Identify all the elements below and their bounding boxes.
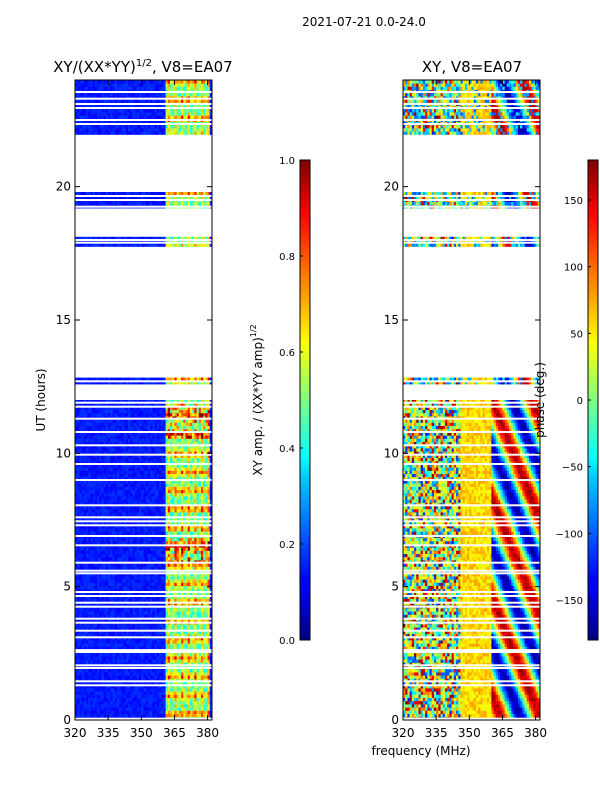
- colorbar-tick-label: −150: [556, 596, 583, 607]
- y-tick-label: 0: [391, 713, 399, 727]
- colorbar-tick-label: 1.0: [279, 156, 295, 167]
- amplitude-colorbar-ticks: 0.0 0.2 0.4 0.6 0.8 1.0: [279, 156, 303, 647]
- phase-plot-frame: [402, 79, 541, 721]
- x-tick-label: 320: [64, 726, 87, 740]
- colorbar-tick-label: 0.4: [279, 444, 295, 455]
- phase-panel: XY, V8=EA07 0 5 10 15 20 320 335 350 365 380: [384, 58, 547, 740]
- amplitude-panel: XY/(XX*YY)1/2, V8=EA07 0 5 10 15 20 320 335 350…: [34, 58, 233, 740]
- amplitude-colorbar-label: XY amp. / (XX*YY amp)1/2: [249, 324, 265, 475]
- amplitude-colorbar-scale: [299, 159, 311, 641]
- amplitude-colorbar: 0.0 0.2 0.4 0.6 0.8 1.0 XY amp. / (XX*YY amp)…: [249, 156, 311, 647]
- amplitude-panel-title: XY/(XX*YY)1/2, V8=EA07: [53, 58, 232, 76]
- y-tick-label: 15: [56, 313, 71, 327]
- phase-panel-title: XY, V8=EA07: [422, 58, 522, 76]
- phase-heatmap: [403, 80, 541, 721]
- x-tick-label: 335: [425, 726, 448, 740]
- y-tick-label: 20: [384, 180, 399, 194]
- x-tick-label: 365: [163, 726, 186, 740]
- y-tick-label: 10: [384, 446, 399, 460]
- colorbar-tick-label: 150: [564, 196, 583, 207]
- colorbar-tick-label: 0.0: [279, 636, 295, 647]
- phase-colorbar-label: phase (deg.): [533, 362, 547, 438]
- figure-suptitle: 2021-07-21 0.0-24.0: [302, 15, 426, 29]
- y-tick-label: 5: [63, 580, 71, 594]
- y-tick-label: 10: [56, 446, 71, 460]
- x-tick-label: 320: [392, 726, 415, 740]
- phase-colorbar: −150 −100 −50 0 50 100 150 phase (deg.): [533, 159, 599, 641]
- colorbar-tick-label: 0: [577, 396, 583, 407]
- y-tick-label: 0: [63, 713, 71, 727]
- amplitude-heatmap: [75, 80, 213, 721]
- x-tick-label: 365: [491, 726, 514, 740]
- x-tick-label: 350: [130, 726, 153, 740]
- x-tick-label: 350: [458, 726, 481, 740]
- colorbar-tick-label: 0.2: [279, 540, 295, 551]
- amplitude-axis-ticks: 0 5 10 15 20 320 335 350 365 380: [56, 80, 219, 740]
- phase-axis-ticks: 0 5 10 15 20 320 335 350 365 380: [384, 80, 547, 740]
- amplitude-ylabel: UT (hours): [34, 368, 48, 431]
- colorbar-tick-label: 0.6: [279, 348, 295, 359]
- colorbar-tick-label: 100: [564, 263, 583, 274]
- colorbar-tick-label: 50: [570, 329, 583, 340]
- y-tick-label: 5: [391, 580, 399, 594]
- colorbar-tick-label: −100: [556, 529, 583, 540]
- y-tick-label: 15: [384, 313, 399, 327]
- colorbar-tick-label: 0.8: [279, 252, 295, 263]
- x-tick-label: 335: [97, 726, 120, 740]
- x-tick-label: 380: [524, 726, 547, 740]
- shared-xlabel: frequency (MHz): [371, 744, 470, 758]
- x-tick-label: 380: [196, 726, 219, 740]
- amplitude-plot-frame: [74, 79, 213, 721]
- phase-colorbar-ticks: −150 −100 −50 0 50 100 150: [556, 196, 591, 607]
- colorbar-tick-label: −50: [562, 463, 583, 474]
- y-tick-label: 20: [56, 180, 71, 194]
